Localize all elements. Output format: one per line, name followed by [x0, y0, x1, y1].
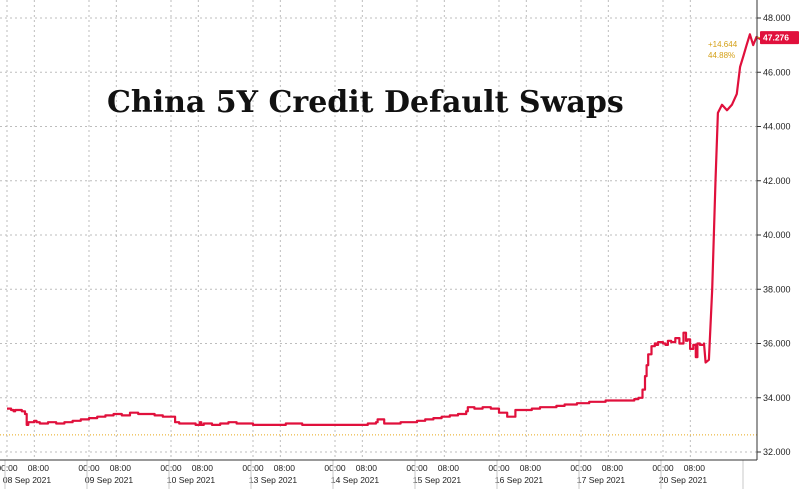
y-tick-label: 34.000 — [763, 393, 791, 403]
x-tick-date-label: 09 Sep 2021 — [85, 475, 133, 485]
x-tick-time-label: 08:00 — [356, 463, 378, 473]
y-tick-label: 46.000 — [763, 67, 791, 77]
y-axis: 32.000 34.000 36.000 38.000 40.000 42.000 44.0… — [756, 0, 791, 460]
y-tick-label: 38.000 — [763, 284, 791, 294]
gridlines — [0, 0, 757, 460]
x-tick-date-label: 10 Sep 2021 — [167, 475, 215, 485]
x-tick-time-label: 08:00 — [110, 463, 132, 473]
x-tick-time-label: 00:00 — [570, 463, 592, 473]
x-tick-time-label: 00:00 — [324, 463, 346, 473]
x-tick-time-label: 00:00 — [78, 463, 100, 473]
last-value-label: 47.276 — [763, 33, 789, 43]
x-tick-time-label: 00:00 — [242, 463, 264, 473]
change-pct-label: 44.88% — [708, 51, 735, 60]
plot-area — [0, 0, 757, 460]
x-tick-time-label: 08:00 — [192, 463, 214, 473]
x-tick-date-label: 20 Sep 2021 — [659, 475, 707, 485]
x-tick-date-label: 17 Sep 2021 — [577, 475, 625, 485]
y-tick-label: 36.000 — [763, 339, 791, 349]
x-tick-date-label: 08 Sep 2021 — [3, 475, 51, 485]
x-tick-time-label: 08:00 — [684, 463, 706, 473]
x-tick-time-label: 00:00 — [160, 463, 182, 473]
y-tick-label: 32.000 — [763, 447, 791, 457]
x-tick-time-label: 00:00 — [406, 463, 428, 473]
x-tick-time-label: 08:00 — [28, 463, 50, 473]
y-tick-label: 44.000 — [763, 122, 791, 132]
change-label: +14.644 — [708, 40, 738, 49]
last-value-box — [760, 31, 799, 45]
x-tick-date-label: 16 Sep 2021 — [495, 475, 543, 485]
x-tick-time-label: 08:00 — [274, 463, 296, 473]
series-line — [7, 33, 766, 426]
x-tick-time-label: 08:00 — [520, 463, 542, 473]
annotations: 47.276 +14.644 44.88% — [708, 31, 799, 60]
x-tick-time-label: 00:00 — [0, 463, 18, 473]
x-tick-time-label: 08:00 — [602, 463, 624, 473]
x-axis: 00:00 08:00 08 Sep 2021 00:00 08:00 09 Sep 20… — [0, 459, 757, 489]
x-tick-date-label: 15 Sep 2021 — [413, 475, 461, 485]
x-tick-time-label: 00:00 — [488, 463, 510, 473]
x-tick-date-label: 13 Sep 2021 — [249, 475, 297, 485]
x-tick-time-label: 00:00 — [652, 463, 674, 473]
x-tick-date-label: 14 Sep 2021 — [331, 475, 379, 485]
y-tick-label: 40.000 — [763, 230, 791, 240]
x-tick-time-label: 08:00 — [438, 463, 460, 473]
y-tick-label: 48.000 — [763, 13, 791, 23]
chart-title: China 5Y Credit Default Swaps — [107, 85, 624, 120]
y-tick-label: 42.000 — [763, 176, 791, 186]
